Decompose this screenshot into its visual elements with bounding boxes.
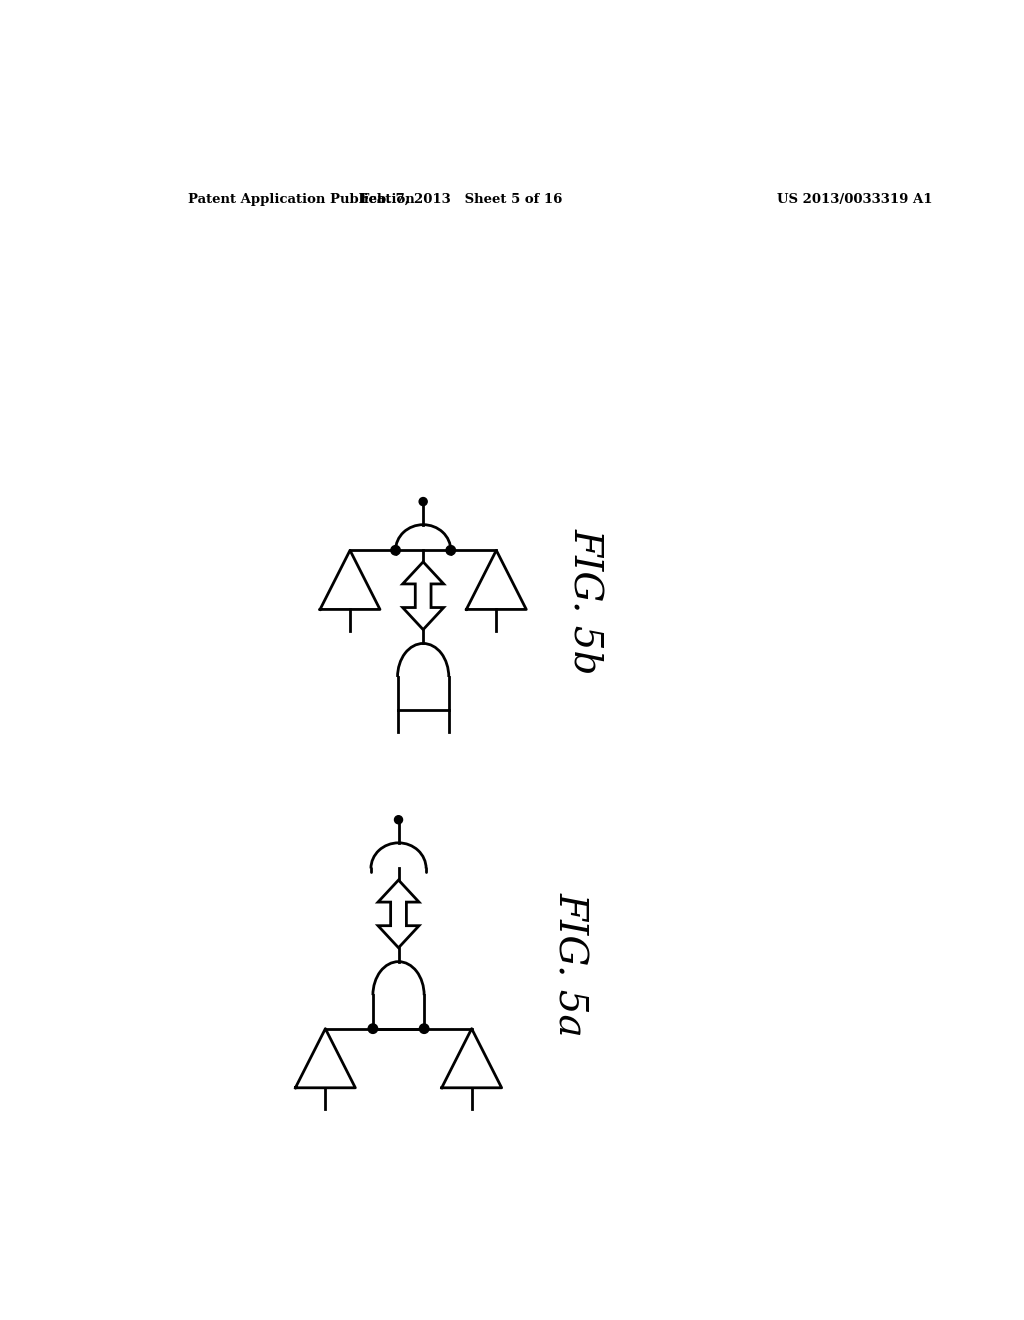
Circle shape [394,816,402,824]
Text: US 2013/0033319 A1: US 2013/0033319 A1 [777,193,933,206]
Circle shape [446,545,456,554]
Polygon shape [402,562,443,630]
Text: Patent Application Publication: Patent Application Publication [188,193,415,206]
Text: FIG. 5a: FIG. 5a [551,892,588,1036]
Text: Feb. 7, 2013   Sheet 5 of 16: Feb. 7, 2013 Sheet 5 of 16 [360,193,563,206]
Circle shape [369,1024,378,1034]
Circle shape [391,545,400,554]
Polygon shape [378,880,419,948]
Circle shape [420,1024,429,1034]
Text: FIG. 5b: FIG. 5b [566,528,603,675]
Circle shape [419,498,427,506]
